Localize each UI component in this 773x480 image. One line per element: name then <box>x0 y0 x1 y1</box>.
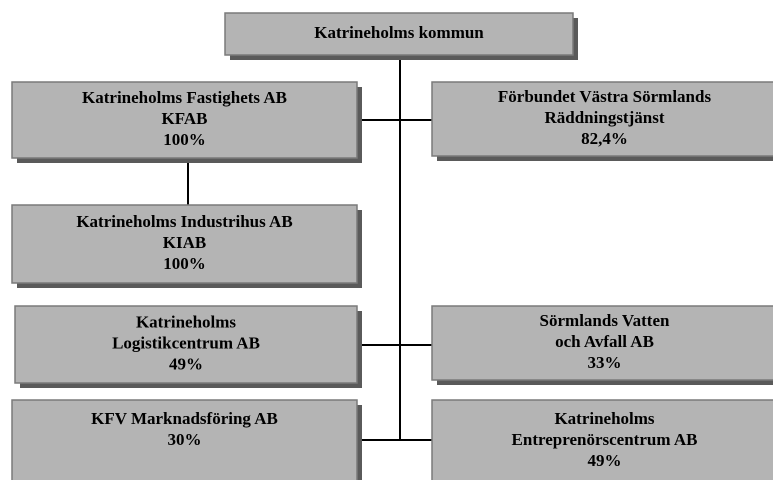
org-node: Katrineholms Fastighets AB KFAB 100% <box>11 81 362 163</box>
connectors <box>187 57 432 441</box>
org-node: Katrineholms Logistikcentrum AB 49% <box>14 305 362 388</box>
org-node: Förbundet Västra Sörmlands Räddningstjäns… <box>431 81 773 161</box>
org-node: Katrineholms Entreprenörscentrum AB 49% <box>431 399 773 480</box>
node-label: 82,4% <box>581 129 628 148</box>
node-label: Katrineholms <box>136 312 236 331</box>
node-label: KFAB <box>162 109 208 128</box>
node-label: Katrineholms Industrihus AB <box>76 212 292 231</box>
node-label: Katrineholms <box>554 409 654 428</box>
node-label: KIAB <box>163 233 206 252</box>
node-label: 100% <box>163 130 206 149</box>
box <box>224 12 574 56</box>
box <box>431 81 773 157</box>
box <box>11 399 358 480</box>
box <box>431 399 773 480</box>
org-node: KFV Marknadsföring AB 30% <box>11 399 362 480</box>
node-label: KFV Marknadsföring AB <box>91 409 278 428</box>
node-label: 49% <box>588 451 622 470</box>
org-node: Katrineholms Industrihus AB KIAB 100% <box>11 204 362 288</box>
org-node: Sörmlands Vatten och Avfall AB 33% <box>431 305 773 385</box>
node-label: och Avfall AB <box>555 332 654 351</box>
org-node: Katrineholms kommun <box>224 12 578 60</box>
box <box>14 305 358 384</box>
node-label: 33% <box>588 353 622 372</box>
node-label: 49% <box>169 354 203 373</box>
box <box>11 81 358 159</box>
node-label: Räddningstjänst <box>545 108 665 127</box>
box <box>431 305 773 381</box>
node-label: 100% <box>163 254 206 273</box>
node-label: 30% <box>168 430 202 449</box>
node-label: Logistikcentrum AB <box>112 333 260 352</box>
node-label: Entreprenörscentrum AB <box>512 430 698 449</box>
node-label: Katrineholms kommun <box>314 23 484 42</box>
node-label: Katrineholms Fastighets AB <box>82 88 287 107</box>
node-label: Förbundet Västra Sörmlands <box>498 87 712 106</box>
node-label: Sörmlands Vatten <box>540 311 670 330</box>
box <box>11 204 358 284</box>
